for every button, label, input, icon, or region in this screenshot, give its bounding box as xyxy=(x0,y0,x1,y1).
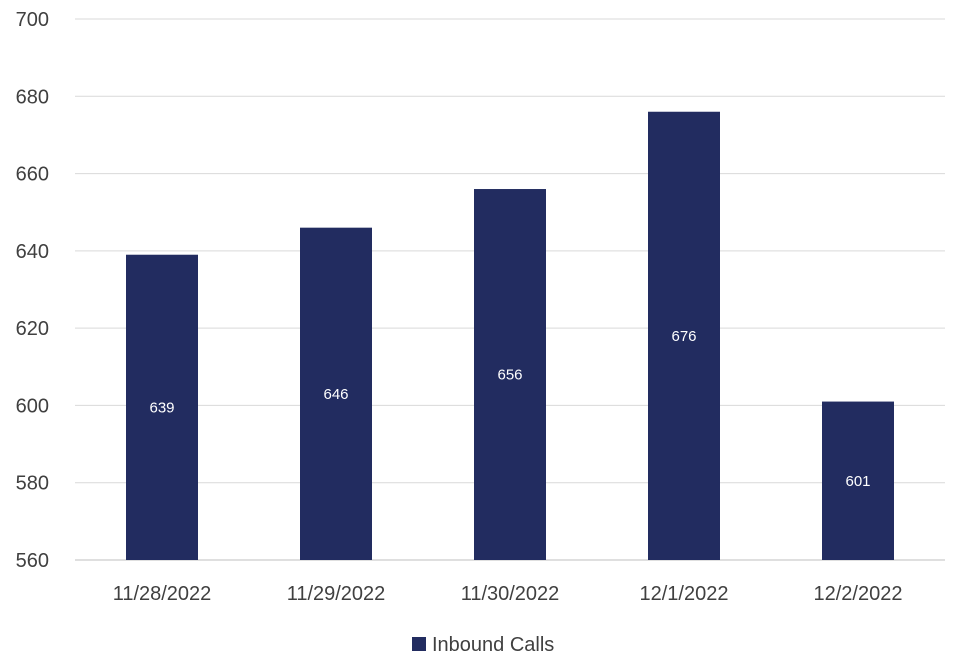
x-tick-label: 12/2/2022 xyxy=(814,583,903,605)
y-tick-label: 680 xyxy=(16,86,49,108)
data-labels: 639 646 656 676 601 xyxy=(149,328,870,490)
y-axis-tick-labels: 560 580 600 620 640 660 680 700 xyxy=(16,9,49,572)
bar-series xyxy=(126,111,894,560)
y-tick-label: 620 xyxy=(16,318,49,340)
legend-swatch xyxy=(412,637,426,651)
data-label: 646 xyxy=(323,386,348,403)
data-label: 601 xyxy=(845,473,870,490)
bar xyxy=(300,227,372,560)
legend: Inbound Calls xyxy=(412,634,554,656)
x-axis-tick-labels: 11/28/2022 11/29/2022 11/30/2022 12/1/2022 1… xyxy=(113,583,903,605)
bar xyxy=(822,401,894,560)
bar xyxy=(648,111,720,560)
x-tick-label: 11/29/2022 xyxy=(287,583,386,605)
y-tick-label: 660 xyxy=(16,164,49,186)
bar xyxy=(474,189,546,560)
data-label: 639 xyxy=(149,399,174,416)
x-tick-label: 11/30/2022 xyxy=(461,583,560,605)
y-tick-label: 580 xyxy=(16,473,49,495)
x-tick-label: 12/1/2022 xyxy=(640,583,729,605)
y-tick-label: 600 xyxy=(16,395,49,417)
legend-label: Inbound Calls xyxy=(432,634,554,656)
y-tick-label: 560 xyxy=(16,550,49,572)
y-tick-label: 700 xyxy=(16,9,49,31)
data-label: 676 xyxy=(671,328,696,345)
bar xyxy=(126,254,198,560)
y-tick-label: 640 xyxy=(16,241,49,263)
data-label: 656 xyxy=(497,367,522,384)
x-tick-label: 11/28/2022 xyxy=(113,583,212,605)
